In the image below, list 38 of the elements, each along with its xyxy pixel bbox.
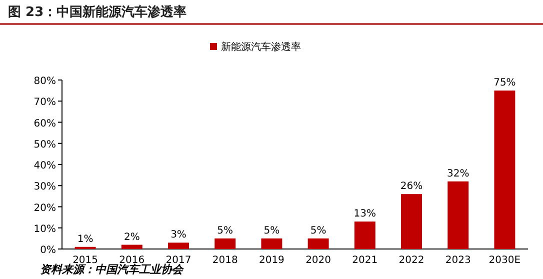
chart-title: 图 23：中国新能源汽车渗透率	[8, 4, 187, 20]
text: 资料来源：中国汽车工业协会	[40, 263, 185, 276]
x-tick-label: 2023	[445, 255, 471, 266]
bar	[121, 244, 142, 249]
bar	[401, 194, 422, 249]
x-tick-label: 2022	[398, 255, 424, 266]
data-label: 26%	[400, 181, 423, 192]
y-tick-label: 0%	[40, 245, 56, 256]
y-tick-label: 80%	[34, 76, 56, 87]
x-tick-label: 2020	[306, 255, 332, 266]
bar	[261, 238, 282, 249]
x-tick-label: 2021	[352, 255, 378, 266]
bar	[168, 242, 189, 249]
legend-label: 新能源汽车渗透率	[221, 41, 301, 53]
data-label: 5%	[217, 225, 234, 236]
bar	[214, 238, 236, 249]
bar	[354, 222, 376, 249]
y-tick-label: 20%	[34, 202, 56, 214]
y-tick-label: 50%	[34, 139, 56, 150]
data-label: 32%	[446, 168, 470, 180]
bar	[494, 90, 516, 249]
y-tick-label: 60%	[34, 118, 56, 130]
x-tick-label: 2030E	[488, 255, 521, 266]
data-label: 5%	[264, 225, 280, 236]
data-label: 2%	[124, 232, 140, 243]
data-label: 5%	[310, 225, 326, 236]
data-label: 75%	[494, 78, 516, 89]
y-tick-label: 70%	[34, 97, 56, 108]
data-label: 1%	[77, 234, 94, 245]
bar	[308, 238, 329, 249]
y-tick-label: 40%	[34, 160, 56, 172]
y-tick-label: 10%	[34, 224, 56, 235]
bar	[448, 181, 469, 249]
y-tick-label: 30%	[34, 182, 56, 193]
x-tick-label: 2018	[212, 255, 238, 266]
data-label: 13%	[354, 208, 376, 220]
data-label: 3%	[170, 230, 186, 241]
x-tick-label: 2019	[258, 255, 284, 266]
